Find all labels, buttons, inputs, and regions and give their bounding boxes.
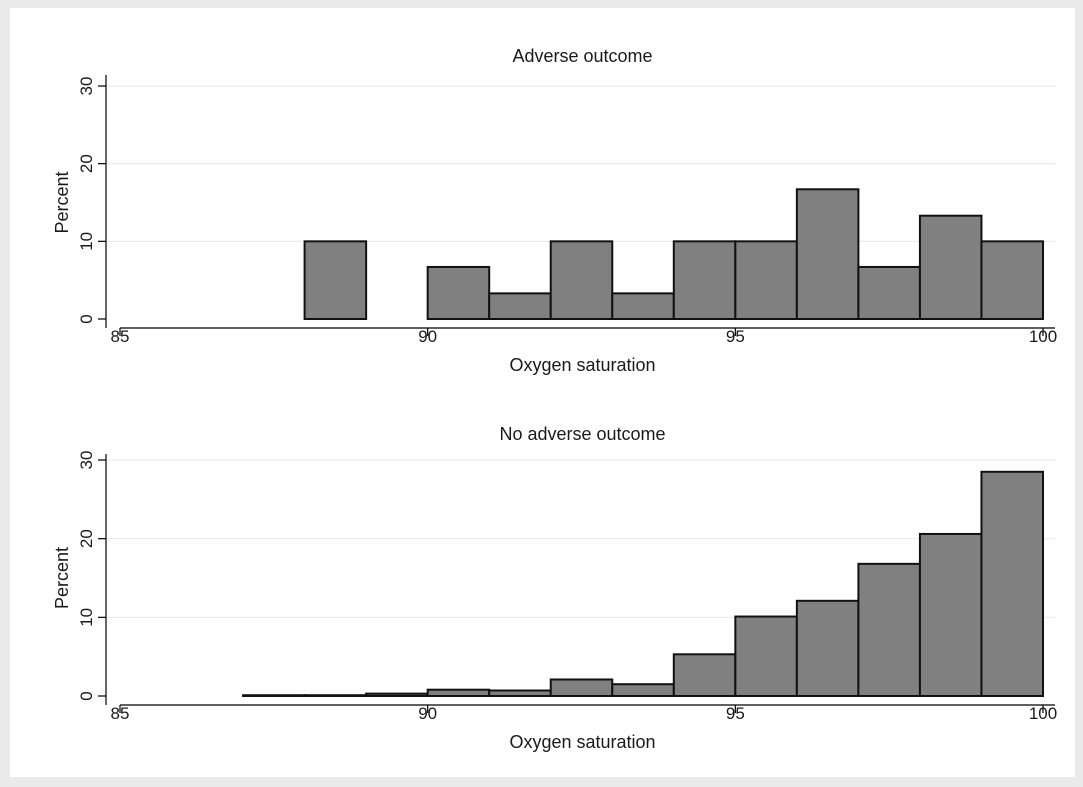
- y-axis-title: Percent: [52, 171, 72, 233]
- y-tick-label: 30: [77, 451, 96, 470]
- x-tick-label: 85: [111, 327, 130, 346]
- histogram-bar: [918, 532, 983, 697]
- histogram-bar: [549, 240, 614, 320]
- histogram-bar: [734, 240, 798, 320]
- histogram-bar: [672, 653, 737, 697]
- y-tick-label: 10: [77, 608, 96, 627]
- histogram-bar: [488, 292, 552, 320]
- y-tick-label: 0: [77, 314, 96, 323]
- histogram-bar: [980, 240, 1045, 320]
- histogram-bar: [795, 188, 860, 320]
- x-axis-title: Oxygen saturation: [509, 355, 655, 375]
- histogram-bar: [611, 292, 675, 320]
- panel-no-adverse-outcome: 0 10 20 30 85 90 95 100 No adverse outcome Oxy…: [52, 424, 1057, 752]
- x-tick-label: 90: [418, 327, 437, 346]
- histogram-bar: [980, 470, 1045, 697]
- x-tick-label: 90: [418, 704, 437, 723]
- histogram-bar: [303, 694, 368, 697]
- panel-title: Adverse outcome: [512, 46, 652, 66]
- x-tick-labels: 85 90 95 100: [111, 327, 1058, 346]
- histogram-bar: [795, 599, 860, 698]
- bars: [303, 188, 1045, 321]
- histogram-bar: [426, 688, 491, 697]
- histogram-bar: [549, 678, 614, 697]
- histogram-bar: [918, 214, 983, 321]
- x-tick-label: 95: [726, 704, 745, 723]
- histogram-bar: [303, 240, 368, 320]
- bars: [242, 470, 1045, 698]
- y-tick-labels: 0 10 20 30: [77, 451, 106, 701]
- histogram-bar: [857, 562, 921, 698]
- x-tick-label: 100: [1029, 704, 1057, 723]
- x-tick-label: 95: [726, 327, 745, 346]
- panel-title: No adverse outcome: [499, 424, 665, 444]
- histogram-bar: [426, 265, 491, 321]
- x-axis-title: Oxygen saturation: [509, 732, 655, 752]
- y-tick-label: 0: [77, 691, 96, 700]
- histogram-bar: [242, 694, 306, 697]
- y-tick-labels: 0 10 20 30: [77, 77, 106, 324]
- axes: [105, 75, 1055, 329]
- y-tick-label: 20: [77, 529, 96, 548]
- histogram-bar: [611, 683, 675, 698]
- y-tick-label: 30: [77, 77, 96, 96]
- x-tick-label: 85: [111, 704, 130, 723]
- y-tick-label: 20: [77, 154, 96, 173]
- histogram-bar: [857, 265, 921, 321]
- histogram-bar: [672, 240, 737, 320]
- x-tick-labels: 85 90 95 100: [111, 704, 1058, 723]
- x-tick-label: 100: [1029, 327, 1057, 346]
- histogram-bar: [734, 615, 798, 698]
- panel-adverse-outcome: 0 10 20 30 85 90 95 100 Adverse outcome Oxygen…: [52, 46, 1057, 375]
- y-tick-label: 10: [77, 232, 96, 251]
- y-axis-title: Percent: [52, 547, 72, 609]
- histogram-bar: [365, 692, 429, 698]
- histogram-bar: [488, 689, 552, 698]
- axes: [105, 454, 1055, 706]
